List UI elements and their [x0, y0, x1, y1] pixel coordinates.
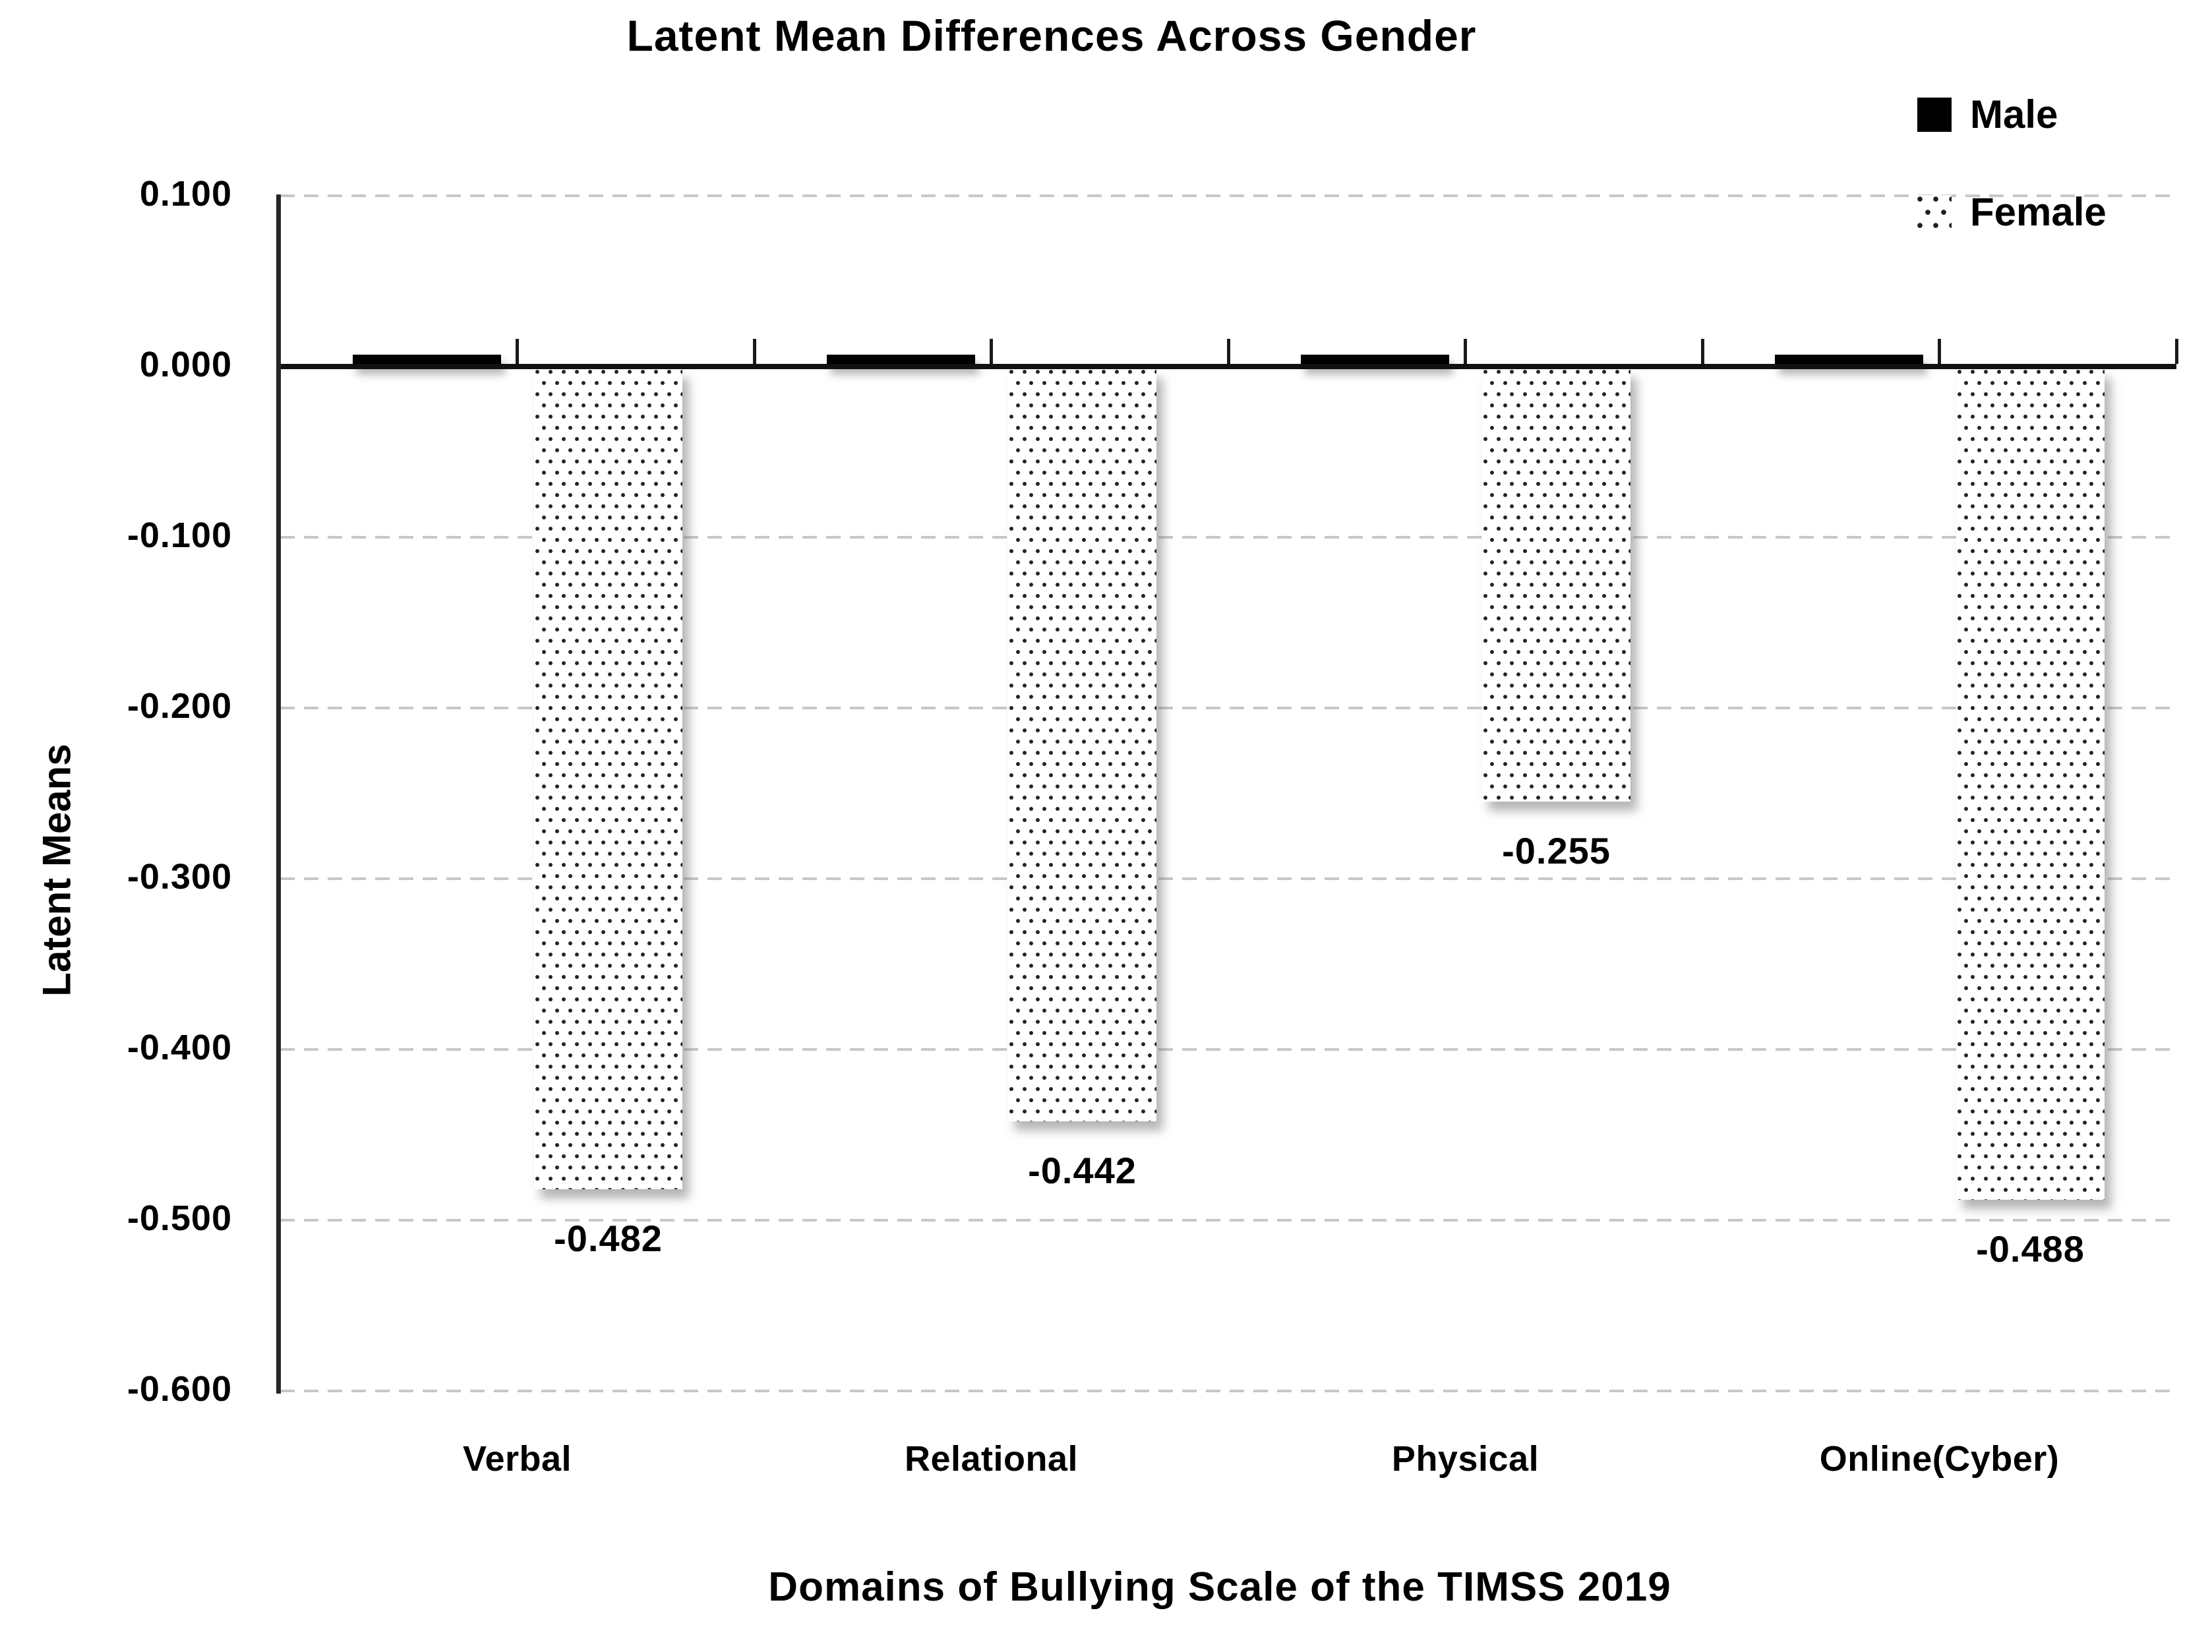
x-axis-tick-mark	[1464, 339, 1467, 364]
legend-female-swatch-icon	[1917, 195, 1952, 229]
x-axis-category-label: Verbal	[462, 1439, 572, 1479]
bar-female-verbal	[534, 369, 682, 1190]
bar-female-physical	[1482, 369, 1630, 802]
x-axis-zero-line	[276, 364, 2176, 369]
y-axis-tick-label: 0.000	[139, 345, 232, 384]
gridline	[280, 707, 2176, 709]
x-axis-tick-mark	[516, 339, 519, 364]
bar-female-relational	[1008, 369, 1156, 1121]
legend-female-label: Female	[1970, 190, 2107, 234]
x-axis-tick-mark	[1226, 339, 1230, 364]
y-axis-line	[276, 194, 281, 1394]
y-axis-tick-label: -0.300	[127, 857, 232, 897]
bar-female-onlinecyber	[1956, 369, 2105, 1200]
x-axis-tick-mark	[752, 339, 756, 364]
x-axis-title: Domains of Bullying Scale of the TIMSS 2…	[768, 1564, 1671, 1610]
y-axis-tick-label: -0.100	[127, 516, 232, 555]
legend-item-female: Female	[1917, 192, 2107, 232]
data-label-female: -0.442	[1028, 1149, 1137, 1191]
gridline	[280, 1219, 2176, 1222]
x-axis-tick-mark	[2174, 339, 2178, 364]
bar-male-relational	[827, 355, 975, 367]
data-label-female: -0.255	[1502, 830, 1611, 872]
y-axis-tick-label: -0.400	[127, 1028, 232, 1067]
bar-male-verbal	[353, 355, 501, 367]
bar-male-physical	[1301, 355, 1449, 367]
x-axis-tick-mark	[1700, 339, 1704, 364]
gridline	[280, 877, 2176, 880]
x-axis-tick-mark	[990, 339, 993, 364]
y-axis-tick-label: -0.600	[127, 1369, 232, 1409]
legend-male-label: Male	[1970, 92, 2058, 136]
legend-male-swatch-icon	[1917, 98, 1952, 132]
y-axis-tick-label: -0.500	[127, 1198, 232, 1238]
x-axis-category-label: Relational	[904, 1439, 1079, 1479]
chart-title: Latent Mean Differences Across Gender	[626, 11, 1477, 60]
gridline	[280, 536, 2176, 539]
data-label-female: -0.488	[1976, 1227, 2085, 1270]
y-axis-tick-label: -0.200	[127, 686, 232, 726]
y-axis-tick-label: 0.100	[139, 174, 232, 214]
x-axis-category-label: Online(Cyber)	[1819, 1439, 2060, 1479]
gridline	[280, 1048, 2176, 1051]
bar-male-onlinecyber	[1775, 355, 1923, 367]
x-axis-tick-mark	[1938, 339, 1941, 364]
legend-item-male: Male	[1917, 95, 2058, 134]
data-label-female: -0.482	[554, 1218, 663, 1260]
gridline	[280, 1390, 2176, 1392]
gridline	[280, 194, 2176, 197]
x-axis-category-label: Physical	[1391, 1439, 1539, 1479]
